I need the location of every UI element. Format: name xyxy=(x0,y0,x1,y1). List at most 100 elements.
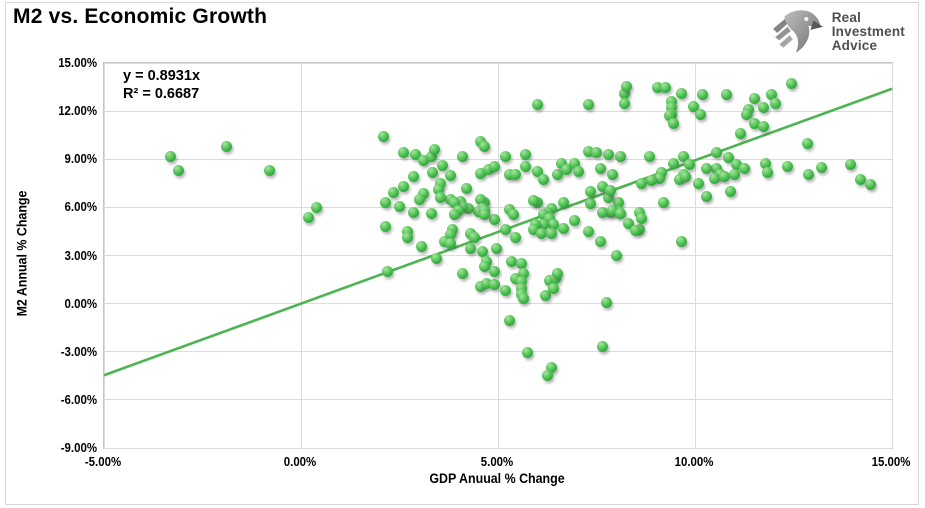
scatter-point xyxy=(388,187,400,199)
scatter-point xyxy=(445,229,457,241)
scatter-point xyxy=(719,170,731,182)
scatter-point xyxy=(449,197,461,209)
y-tick-label: 6.00% xyxy=(64,199,97,215)
scatter-point xyxy=(596,206,608,218)
scatter-point xyxy=(537,173,549,185)
scatter-point xyxy=(585,185,597,197)
brand-logo: Real Investment Advice xyxy=(771,7,905,57)
scatter-point xyxy=(721,88,733,100)
scatter-point xyxy=(630,225,642,237)
scatter-point xyxy=(652,82,664,94)
scatter-point xyxy=(636,177,648,189)
scatter-point xyxy=(311,201,323,213)
scatter-point xyxy=(665,96,677,107)
x-tick-label: 10.00% xyxy=(674,454,714,469)
scatter-point xyxy=(709,173,721,184)
scatter-point xyxy=(478,209,490,221)
scatter-point xyxy=(644,150,656,162)
scatter-point xyxy=(413,193,425,205)
scatter-point xyxy=(165,150,177,162)
scatter-point xyxy=(518,267,530,279)
scatter-point xyxy=(415,241,427,253)
eagle-icon xyxy=(772,10,823,53)
scatter-point xyxy=(728,168,740,180)
scatter-point xyxy=(490,242,502,254)
scatter-point xyxy=(760,157,772,169)
y-tick-label: 12.00% xyxy=(58,103,97,119)
scatter-point xyxy=(596,341,608,353)
scatter-point xyxy=(594,162,606,174)
scatter-point xyxy=(758,102,770,114)
scatter-point xyxy=(531,165,543,177)
scatter-point xyxy=(445,237,457,249)
scatter-point xyxy=(711,147,723,159)
scatter-point xyxy=(474,168,486,180)
equation-slope: y = 0.8931x xyxy=(123,68,201,84)
scatter-point xyxy=(516,282,528,294)
x-tick-label: 0.00% xyxy=(283,454,317,469)
scatter-point xyxy=(622,217,634,229)
scatter-point xyxy=(569,157,581,169)
v-gridline xyxy=(694,63,696,448)
scatter-point xyxy=(472,205,484,217)
scatter-point xyxy=(573,165,585,177)
scatter-point xyxy=(522,347,534,359)
scatter-point xyxy=(531,99,543,111)
scatter-point xyxy=(474,281,486,293)
scatter-point xyxy=(701,162,713,174)
scatter-point xyxy=(417,155,429,167)
scatter-point xyxy=(561,164,573,176)
scatter-point xyxy=(557,197,569,209)
scatter-point xyxy=(549,273,561,285)
scatter-point xyxy=(602,148,614,160)
scatter-point xyxy=(529,218,541,230)
scatter-point xyxy=(762,167,774,179)
scatter-point xyxy=(543,274,555,286)
scatter-point xyxy=(457,267,469,279)
scatter-point xyxy=(480,278,492,290)
scatter-point xyxy=(488,278,500,290)
scatter-point xyxy=(557,222,569,234)
scatter-point xyxy=(476,245,488,257)
chart-title: M2 vs. Economic Growth xyxy=(13,5,268,28)
scatter-point xyxy=(606,205,618,217)
y-tick-label: -3.00% xyxy=(60,343,97,359)
brand-logo-line: Investment xyxy=(831,24,905,39)
y-tick-label: 0.00% xyxy=(64,295,97,311)
scatter-point xyxy=(600,296,612,308)
scatter-point xyxy=(460,183,472,195)
scatter-point xyxy=(462,202,474,214)
scatter-point xyxy=(659,82,671,94)
scatter-point xyxy=(801,137,813,149)
scatter-point xyxy=(667,157,679,169)
scatter-point xyxy=(437,160,449,172)
plot-area: y = 0.8931x R² = 0.6687 xyxy=(103,62,893,449)
scatter-point xyxy=(401,225,413,237)
x-tick-label: 15.00% xyxy=(871,454,911,469)
scatter-point xyxy=(547,218,559,230)
scatter-point xyxy=(606,168,618,180)
scatter-point xyxy=(620,80,632,92)
scatter-point xyxy=(683,158,695,170)
scatter-point xyxy=(407,206,419,218)
scatter-point xyxy=(431,253,443,265)
scatter-point xyxy=(397,147,409,159)
scatter-point xyxy=(520,160,532,172)
v-gridline xyxy=(103,63,105,448)
scatter-point xyxy=(508,209,520,221)
scatter-point xyxy=(657,197,669,209)
scatter-point xyxy=(730,158,742,170)
scatter-point xyxy=(378,131,390,143)
scatter-point xyxy=(545,362,557,374)
scatter-point xyxy=(583,225,595,237)
scatter-point xyxy=(449,209,461,221)
scatter-point xyxy=(555,157,567,169)
scatter-point xyxy=(435,192,447,204)
scatter-point xyxy=(766,88,778,100)
scatter-point xyxy=(854,173,866,185)
y-tick-label: 9.00% xyxy=(64,151,97,167)
scatter-point xyxy=(864,178,876,190)
scatter-point xyxy=(543,213,555,225)
scatter-point xyxy=(478,140,490,152)
scatter-point xyxy=(500,150,512,162)
